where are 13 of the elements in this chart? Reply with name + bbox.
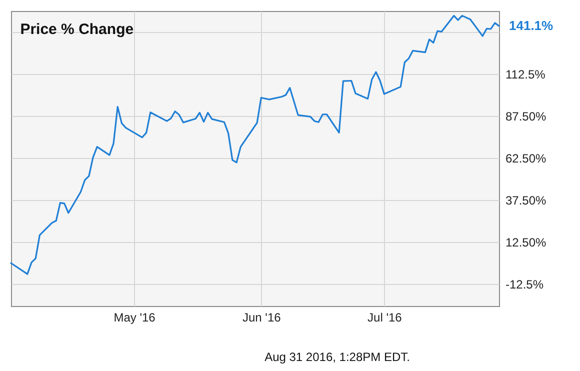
y-tick-label: 12.50% — [506, 236, 547, 250]
y-tick-label: 62.50% — [506, 152, 547, 166]
text: Price % Change — [20, 21, 134, 38]
x-tick-label: May '16 — [114, 310, 156, 324]
x-tick-label: Jul '16 — [368, 310, 402, 324]
annotation: 141.1% — [509, 18, 554, 33]
line-series — [10, 14, 500, 275]
text: Aug 31 2016, 1:28PM EDT. — [264, 350, 410, 364]
y-tick-label: 112.5% — [506, 68, 546, 82]
x-tick-label: Jun '16 — [242, 310, 282, 324]
y-tick-label: 37.50% — [506, 194, 547, 208]
y-tick-label: -12.5% — [506, 278, 544, 292]
y-tick-label: 87.50% — [506, 110, 547, 124]
